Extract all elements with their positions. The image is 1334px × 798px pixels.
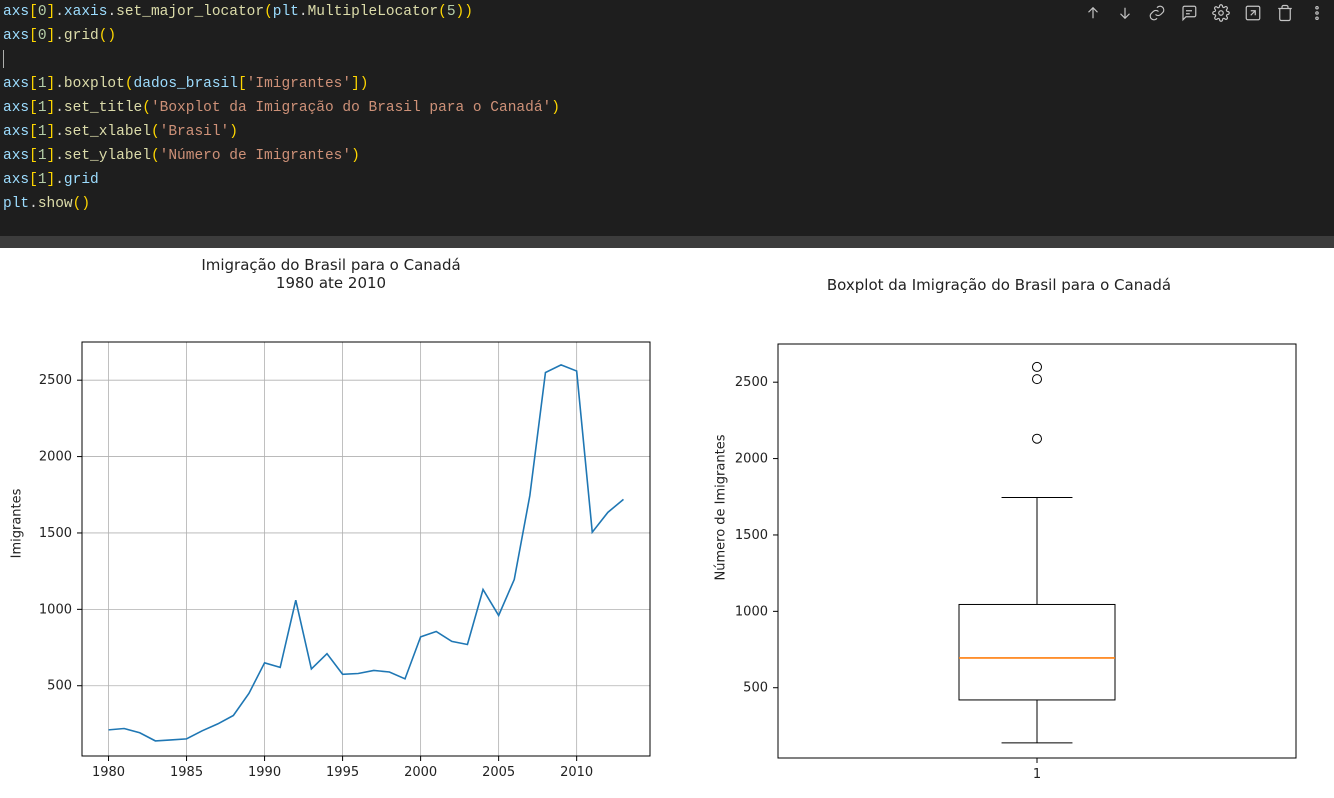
chart-title-line1: Imigração do Brasil para o Canadá [201,256,460,274]
chart-title-line2: 1980 ate 2010 [6,274,656,292]
svg-text:1000: 1000 [39,602,72,617]
output-area: Imigração do Brasil para o Canadá 1980 a… [0,248,1334,798]
separator [0,236,1334,248]
delete-icon[interactable] [1276,4,1294,22]
svg-text:2000: 2000 [735,452,768,467]
svg-text:1500: 1500 [39,526,72,541]
svg-text:1: 1 [1033,767,1041,782]
more-icon[interactable] [1308,4,1326,22]
line-chart: Imigração do Brasil para o Canadá 1980 a… [6,256,656,798]
arrow-up-icon[interactable] [1084,4,1102,22]
box-chart-ylabel: Número de Imigrantes [713,435,728,581]
code-editor[interactable]: axs[0].xaxis.set_major_locator(plt.Multi… [0,0,1334,236]
line-chart-ylabel: Imigrantes [9,489,24,559]
svg-text:1990: 1990 [248,765,281,780]
line-chart-title: Imigração do Brasil para o Canadá 1980 a… [6,256,656,292]
box-chart-title: Boxplot da Imigração do Brasil para o Ca… [694,276,1304,294]
svg-text:2005: 2005 [482,765,515,780]
arrow-down-icon[interactable] [1116,4,1134,22]
svg-text:1995: 1995 [326,765,359,780]
box-chart-svg: 500 1000 1500 2000 2500 1 [694,294,1304,794]
svg-text:2000: 2000 [39,450,72,465]
svg-text:500: 500 [47,679,72,694]
svg-text:1500: 1500 [735,528,768,543]
boxplot-title: Boxplot da Imigração do Brasil para o Ca… [827,276,1171,294]
gear-icon[interactable] [1212,4,1230,22]
svg-text:500: 500 [743,681,768,696]
svg-text:1000: 1000 [735,604,768,619]
svg-text:2500: 2500 [735,375,768,390]
goto-icon[interactable] [1244,4,1262,22]
comment-icon[interactable] [1180,4,1198,22]
link-icon[interactable] [1148,4,1166,22]
svg-text:2500: 2500 [39,373,72,388]
svg-text:1980: 1980 [92,765,125,780]
cell-toolbar [1084,4,1326,22]
svg-text:1985: 1985 [170,765,203,780]
svg-text:2000: 2000 [404,765,437,780]
box-chart: Boxplot da Imigração do Brasil para o Ca… [694,256,1304,798]
line-chart-svg: 1980 1985 1990 1995 2000 2005 2010 500 1000 1500 2… [6,292,656,792]
svg-text:2010: 2010 [560,765,593,780]
